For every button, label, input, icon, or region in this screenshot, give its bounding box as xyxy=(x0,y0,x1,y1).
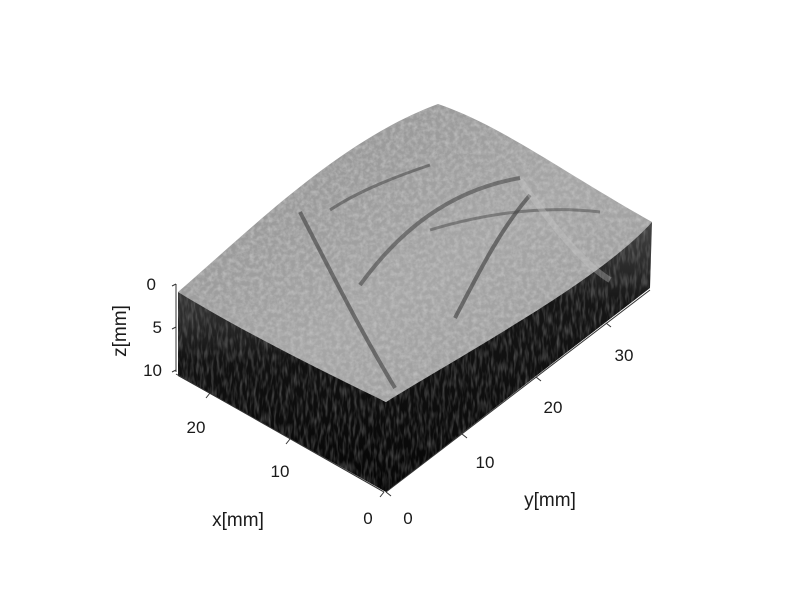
x-tick-label: 20 xyxy=(187,418,206,437)
z-tick-label: 0 xyxy=(147,275,156,294)
z-tick-label: 10 xyxy=(143,361,162,380)
z-tick-mark xyxy=(171,283,177,287)
y-tick-label: 20 xyxy=(544,398,563,417)
y-tick-mark xyxy=(535,376,542,382)
y-axis-label: y[mm] xyxy=(524,490,576,511)
y-axis: 0 10 20 30 y[mm] xyxy=(385,289,651,528)
z-axis: 0 5 10 z[mm] xyxy=(110,275,177,380)
z-tick-label: 5 xyxy=(153,318,162,337)
sample-side-face-y xyxy=(386,222,652,492)
x-tick-label: 10 xyxy=(271,462,290,481)
y-tick-label: 10 xyxy=(476,453,495,472)
y-tick-label: 30 xyxy=(615,346,634,365)
x-tick-label: 0 xyxy=(363,509,372,528)
z-tick-mark xyxy=(171,326,177,330)
x-axis: 0 10 20 x[mm] xyxy=(175,373,385,531)
sample-side-face-x xyxy=(178,292,386,492)
x-axis-label: x[mm] xyxy=(212,510,264,531)
z-axis-label: z[mm] xyxy=(110,305,131,357)
z-tick-mark xyxy=(171,369,177,373)
y-tick-mark xyxy=(461,433,468,439)
y-tick-mark xyxy=(385,491,392,497)
x-tick-mark xyxy=(205,392,211,399)
x-tick-mark xyxy=(285,438,291,445)
y-tick-label: 0 xyxy=(403,509,412,528)
sample-top-surface xyxy=(178,104,652,402)
x-tick-mark xyxy=(379,491,385,498)
y-tick-mark xyxy=(605,322,612,328)
